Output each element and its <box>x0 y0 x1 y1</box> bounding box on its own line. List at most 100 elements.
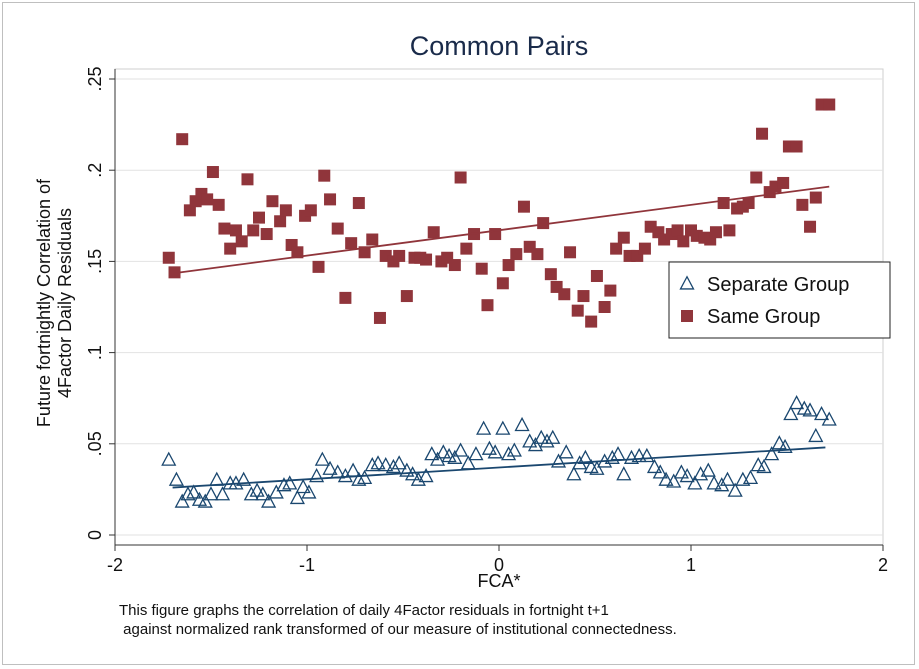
point-separate-group <box>777 438 793 454</box>
point-same-group <box>544 268 557 281</box>
point-separate-group <box>168 471 185 486</box>
point-separate-group <box>161 451 177 466</box>
y-tick-label: .25 <box>85 66 105 91</box>
point-separate-group <box>357 469 373 485</box>
point-separate-group <box>589 460 605 475</box>
point-separate-group <box>566 466 582 481</box>
point-separate-group <box>255 486 271 501</box>
legend-marker-same-group <box>681 310 693 322</box>
point-separate-group <box>203 486 219 501</box>
point-same-group <box>312 260 325 273</box>
point-separate-group <box>539 433 555 448</box>
point-separate-group <box>789 395 805 410</box>
point-separate-group <box>742 469 759 485</box>
point-same-group <box>393 249 406 262</box>
point-separate-group <box>314 451 330 466</box>
point-separate-group <box>550 453 567 468</box>
point-same-group <box>671 224 684 237</box>
point-separate-group <box>429 451 446 466</box>
point-same-group <box>324 193 337 206</box>
point-separate-group <box>209 471 225 486</box>
point-separate-group <box>666 473 682 488</box>
figure-note-line-2: against normalized rank transformed of o… <box>119 621 677 638</box>
point-separate-group <box>410 471 426 486</box>
y-tick-label: .1 <box>85 345 105 360</box>
point-separate-group <box>197 493 213 508</box>
y-axis-label-line-2: 4Factor Daily Residuals <box>55 208 75 398</box>
x-tick-label: -2 <box>107 555 123 575</box>
point-separate-group <box>385 458 401 474</box>
point-same-group <box>331 222 344 235</box>
point-separate-group <box>706 475 722 490</box>
point-separate-group <box>808 427 824 443</box>
point-same-group <box>717 197 730 210</box>
point-separate-group <box>249 482 265 497</box>
fit-line-separate-group <box>172 446 826 489</box>
point-separate-group <box>301 484 317 499</box>
point-separate-group <box>351 471 367 486</box>
point-separate-group <box>447 449 463 464</box>
y-tick-label: .05 <box>85 431 105 456</box>
point-same-group <box>723 224 736 237</box>
point-same-group <box>638 242 651 255</box>
point-same-group <box>279 204 292 217</box>
point-separate-group <box>764 446 780 461</box>
point-same-group <box>537 217 550 230</box>
x-tick-label: 0 <box>494 555 504 575</box>
point-same-group <box>176 133 189 146</box>
point-same-group <box>352 197 365 210</box>
point-separate-group <box>813 405 830 421</box>
point-separate-group <box>577 449 593 464</box>
point-same-group <box>585 315 598 328</box>
y-tick-label: .15 <box>85 249 105 274</box>
point-same-group <box>235 235 248 248</box>
point-separate-group <box>481 440 497 455</box>
point-same-group <box>183 204 196 217</box>
point-same-group <box>531 248 544 261</box>
point-separate-group <box>435 444 451 459</box>
point-same-group <box>318 169 331 182</box>
point-separate-group <box>700 462 716 477</box>
point-same-group <box>162 251 175 264</box>
point-separate-group <box>418 467 434 483</box>
point-same-group <box>448 259 461 272</box>
point-separate-group <box>514 416 530 432</box>
point-same-group <box>756 127 769 140</box>
point-separate-group <box>639 447 655 463</box>
point-separate-group <box>693 466 709 481</box>
point-same-group <box>291 246 304 259</box>
point-same-group <box>558 288 571 301</box>
point-separate-group <box>243 486 259 501</box>
point-same-group <box>460 242 473 255</box>
point-same-group <box>345 237 358 250</box>
point-same-group <box>241 173 254 186</box>
point-same-group <box>564 246 577 259</box>
point-separate-group <box>468 446 484 461</box>
point-same-group <box>168 266 181 279</box>
point-same-group <box>571 304 584 317</box>
point-same-group <box>617 231 630 244</box>
point-separate-group <box>276 477 292 492</box>
point-separate-group <box>424 446 440 461</box>
point-separate-group <box>370 455 386 470</box>
point-same-group <box>304 204 317 217</box>
point-same-group <box>481 299 494 312</box>
x-tick-label: 1 <box>686 555 696 575</box>
point-separate-group <box>289 489 305 505</box>
point-separate-group <box>522 433 538 448</box>
point-separate-group <box>527 436 544 452</box>
point-same-group <box>631 249 644 262</box>
point-separate-group <box>533 429 549 444</box>
point-same-group <box>260 228 273 241</box>
point-same-group <box>274 215 287 228</box>
point-separate-group <box>750 457 766 472</box>
point-separate-group <box>687 475 703 490</box>
point-separate-group <box>558 444 574 459</box>
fit-line-same-group <box>180 185 830 274</box>
chart-title: Common Pairs <box>410 31 589 61</box>
point-separate-group <box>495 420 511 435</box>
point-same-group <box>454 171 467 184</box>
point-same-group <box>610 242 623 255</box>
point-separate-group <box>191 491 208 506</box>
